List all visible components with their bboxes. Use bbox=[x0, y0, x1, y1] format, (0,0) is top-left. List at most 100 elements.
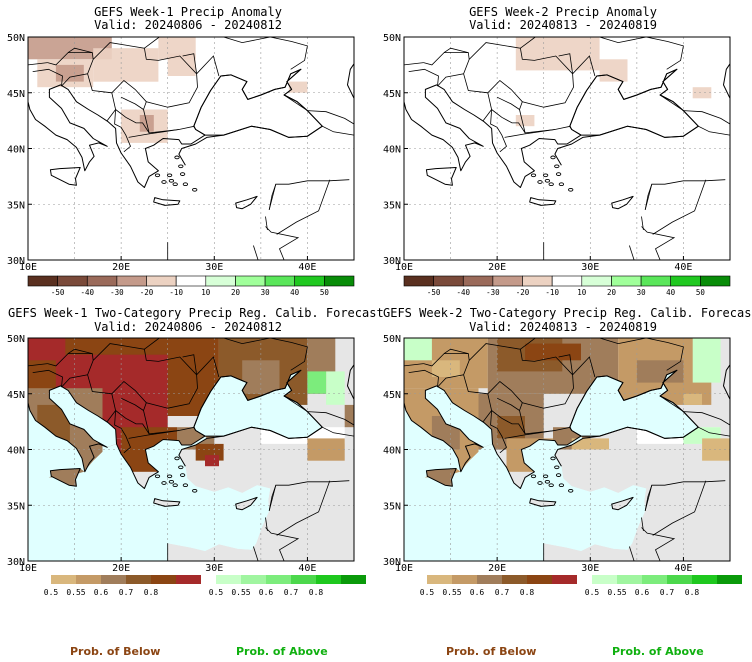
lon-label: 40E bbox=[298, 262, 316, 273]
data-cell-19 bbox=[702, 438, 730, 461]
colorbar-above-swatch bbox=[216, 575, 241, 584]
coastline-sicily bbox=[425, 167, 457, 186]
lat-label: 40N bbox=[383, 446, 401, 457]
caption-prob-above-left: Prob. of Above bbox=[236, 645, 328, 658]
colorbar-below-label: 0.55 bbox=[66, 588, 85, 597]
colorbar-below-label: 0.8 bbox=[520, 588, 535, 597]
lon-label: 40E bbox=[674, 563, 692, 574]
aegean-island-9 bbox=[182, 483, 189, 488]
colorbar-swatch bbox=[611, 275, 642, 287]
lon-label: 10E bbox=[19, 563, 37, 574]
country-border-9 bbox=[558, 354, 573, 375]
colorbar-swatch bbox=[87, 275, 118, 287]
colorbar-swatch bbox=[205, 275, 236, 287]
country-border-13 bbox=[322, 125, 354, 136]
data-cell-2 bbox=[431, 360, 460, 377]
aegean-island-2 bbox=[554, 465, 560, 470]
aegean-island-5 bbox=[179, 473, 186, 477]
data-cell-16 bbox=[307, 438, 345, 461]
colorbar-swatch bbox=[146, 275, 177, 287]
colorbar-above-label: 0.6 bbox=[635, 588, 650, 597]
coastline-cyprus bbox=[611, 195, 634, 210]
colorbar-label: 40 bbox=[290, 288, 300, 296]
colorbar-swatch bbox=[57, 275, 88, 287]
data-cell-3 bbox=[692, 87, 712, 99]
country-border-21 bbox=[32, 68, 63, 87]
coastline-cyprus bbox=[235, 195, 258, 210]
map-content bbox=[28, 338, 354, 561]
lat-label: 40N bbox=[7, 446, 25, 457]
aegean-island-9 bbox=[558, 483, 565, 488]
colorbar-label: 50 bbox=[320, 288, 330, 296]
lat-label: 50N bbox=[383, 335, 401, 345]
coastline-mediterranean bbox=[28, 68, 323, 188]
colorbar-swatch bbox=[27, 275, 58, 287]
coastline-aqaba bbox=[636, 259, 637, 260]
adriatic-sea bbox=[49, 385, 117, 448]
colorbar-below-swatch bbox=[176, 575, 201, 584]
adriatic-sea bbox=[425, 385, 493, 448]
colorbar-swatch bbox=[264, 275, 296, 287]
country-border-18 bbox=[253, 546, 259, 561]
aegean-island-6 bbox=[537, 481, 543, 485]
colorbar-above-swatch bbox=[642, 575, 667, 584]
lat-label: 35N bbox=[383, 501, 401, 512]
country-border-23 bbox=[67, 47, 93, 53]
lon-label: 30E bbox=[205, 563, 223, 574]
country-border-8 bbox=[196, 55, 220, 77]
country-border-2 bbox=[111, 380, 147, 403]
country-border-13 bbox=[698, 125, 730, 136]
aegean-island-5 bbox=[555, 473, 562, 477]
coastline-cyprus bbox=[611, 496, 634, 511]
lat-label: 35N bbox=[7, 200, 25, 211]
colorbar-above-swatch bbox=[266, 575, 291, 584]
country-border-24 bbox=[404, 62, 424, 66]
colorbar-below-label: 0.55 bbox=[442, 588, 461, 597]
aegean-island-7 bbox=[548, 483, 554, 488]
colorbar-below-swatch bbox=[51, 575, 76, 584]
country-border-15 bbox=[268, 485, 277, 511]
panel-w1-prob-title: GEFS Week-1 Two-Category Precip Reg. Cal… bbox=[8, 306, 384, 320]
colorbar-above-label: 0.8 bbox=[685, 588, 700, 597]
coastline-sicily bbox=[425, 468, 457, 487]
colorbar-below-label: 0.5 bbox=[420, 588, 435, 597]
country-border-7 bbox=[144, 37, 160, 49]
coastline-caspian bbox=[723, 364, 730, 400]
country-border-10 bbox=[599, 37, 684, 70]
lat-label: 30N bbox=[7, 256, 25, 267]
country-border-7 bbox=[520, 37, 536, 49]
colorbar-swatch bbox=[492, 275, 523, 287]
data-cell-0 bbox=[515, 37, 600, 71]
country-border-11 bbox=[659, 94, 684, 111]
country-border-15 bbox=[268, 184, 277, 210]
country-border-5 bbox=[490, 109, 507, 153]
land-sicily-top bbox=[426, 468, 457, 487]
colorbar-label: 30 bbox=[261, 288, 271, 296]
colorbar-above-swatch bbox=[717, 575, 742, 584]
country-border-3 bbox=[120, 397, 144, 411]
lon-label: 40E bbox=[298, 563, 316, 574]
black-sea bbox=[569, 370, 699, 439]
colorbar-below-swatch bbox=[427, 575, 452, 584]
lat-label: 45N bbox=[383, 390, 401, 401]
coastline-mediterranean bbox=[28, 369, 323, 489]
aegean-island-3 bbox=[550, 456, 556, 461]
country-border-10 bbox=[223, 338, 308, 371]
lon-label: 10E bbox=[395, 262, 413, 273]
colorbar-below-swatch bbox=[477, 575, 502, 584]
colorbar-below-swatch bbox=[452, 575, 477, 584]
aegean-island-5 bbox=[555, 172, 562, 176]
country-border-1 bbox=[463, 73, 493, 121]
coastline-crete bbox=[153, 197, 181, 206]
colorbar-below-swatch bbox=[527, 575, 552, 584]
aegean-island-4 bbox=[192, 187, 198, 192]
caption-prob-below-left: Prob. of Below bbox=[70, 645, 161, 658]
country-border-19 bbox=[641, 527, 676, 561]
aegean-island-8 bbox=[154, 474, 161, 479]
colorbar-above-label: 0.55 bbox=[231, 588, 250, 597]
colorbar-above-swatch bbox=[316, 575, 341, 584]
country-border-1 bbox=[463, 374, 493, 422]
colorbar-swatch bbox=[551, 275, 583, 287]
colorbar-label: -20 bbox=[140, 288, 154, 296]
aegean-island-9 bbox=[558, 182, 565, 187]
